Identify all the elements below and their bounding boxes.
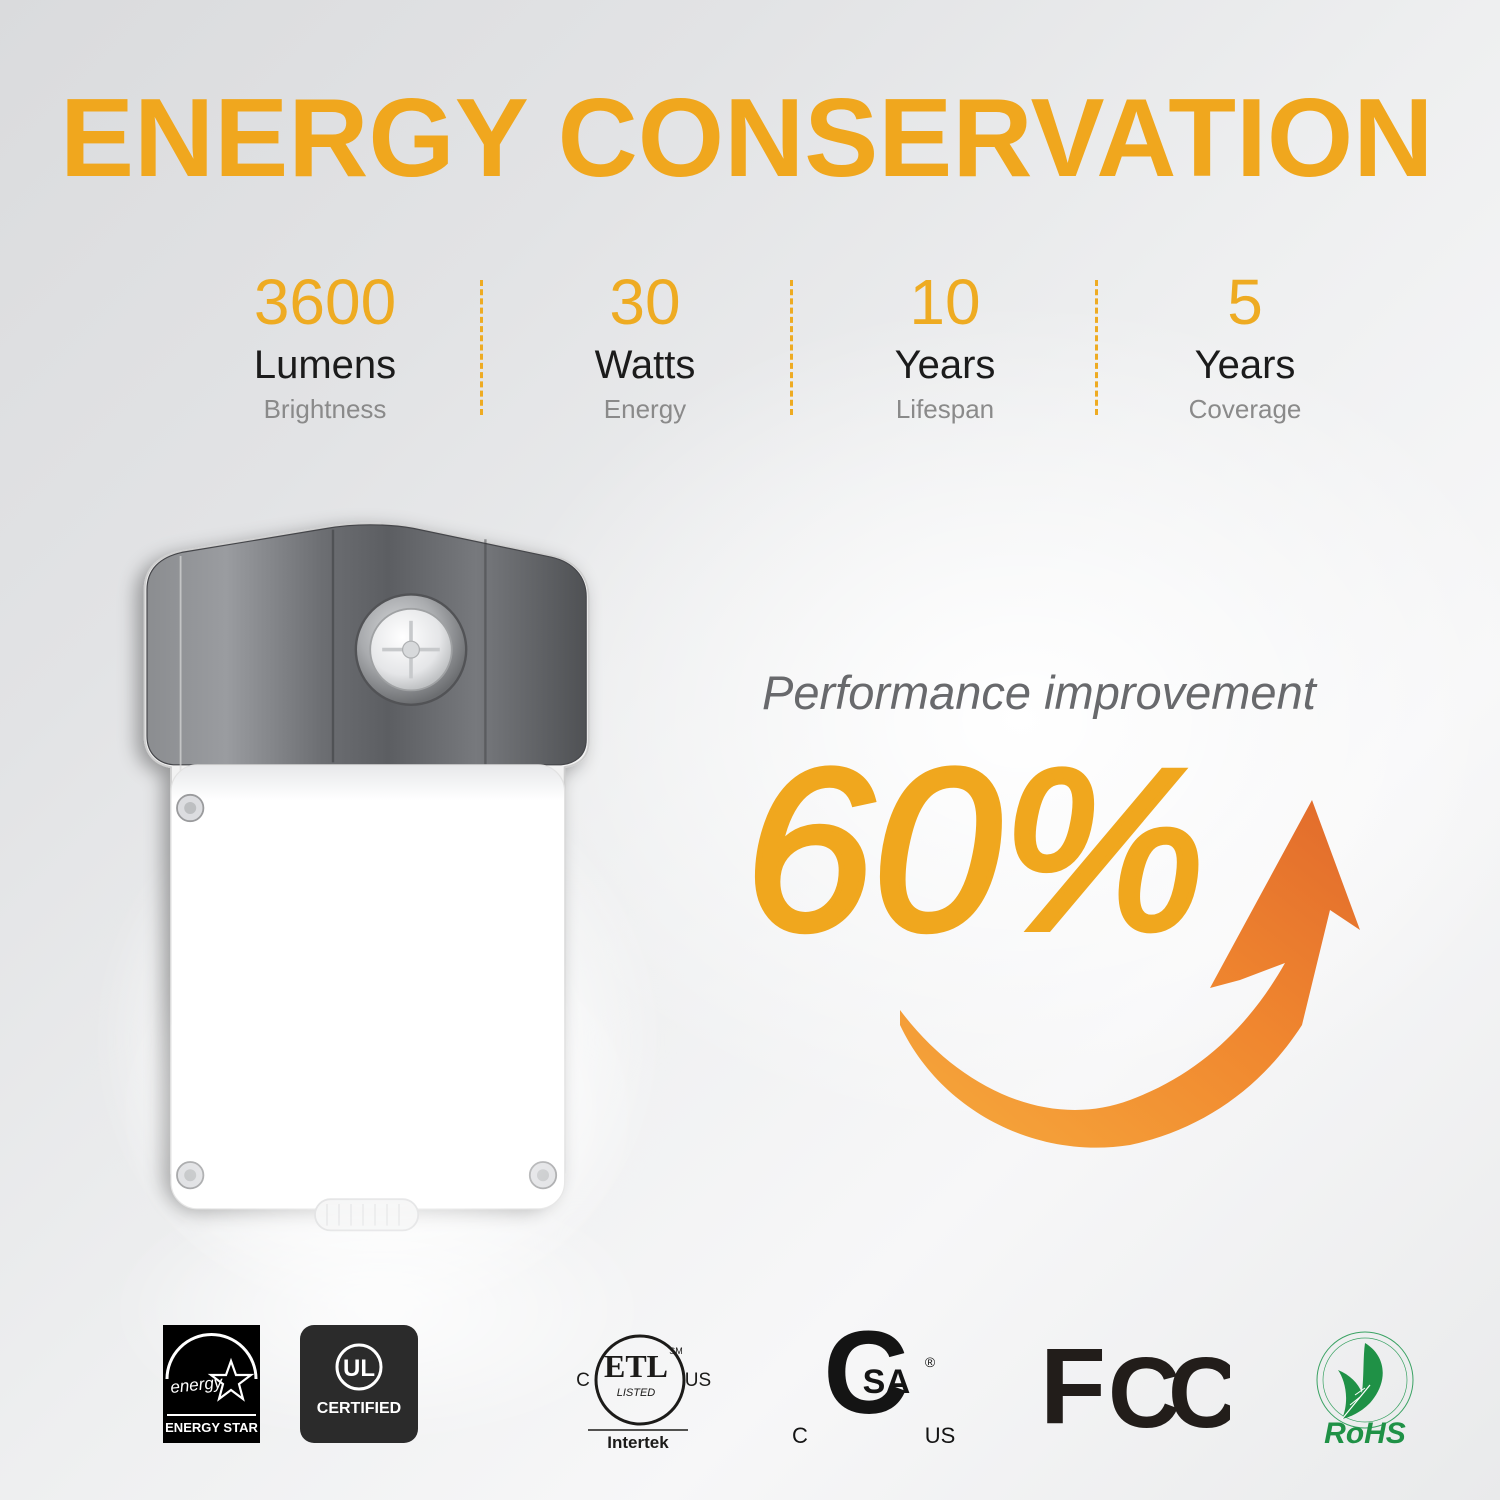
- svg-text:ENERGY STAR: ENERGY STAR: [165, 1420, 258, 1435]
- svg-text:energy: energy: [169, 1372, 224, 1396]
- svg-text:C: C: [1168, 1337, 1230, 1445]
- svg-text:RoHS: RoHS: [1324, 1417, 1406, 1450]
- svg-text:US: US: [685, 1370, 711, 1391]
- svg-text:SM: SM: [669, 1346, 683, 1356]
- svg-text:®: ®: [925, 1354, 936, 1370]
- svg-text:ETL: ETL: [604, 1348, 668, 1384]
- svg-text:A: A: [886, 1363, 911, 1401]
- svg-text:US: US: [925, 1423, 956, 1448]
- svg-text:Intertek: Intertek: [607, 1433, 669, 1452]
- svg-text:C: C: [792, 1423, 808, 1448]
- svg-text:LISTED: LISTED: [617, 1387, 656, 1399]
- svg-text:F: F: [1040, 1335, 1106, 1445]
- svg-text:C: C: [576, 1370, 590, 1391]
- svg-text:S: S: [863, 1363, 886, 1401]
- svg-text:CERTIFIED: CERTIFIED: [317, 1400, 401, 1417]
- svg-text:UL: UL: [343, 1355, 375, 1382]
